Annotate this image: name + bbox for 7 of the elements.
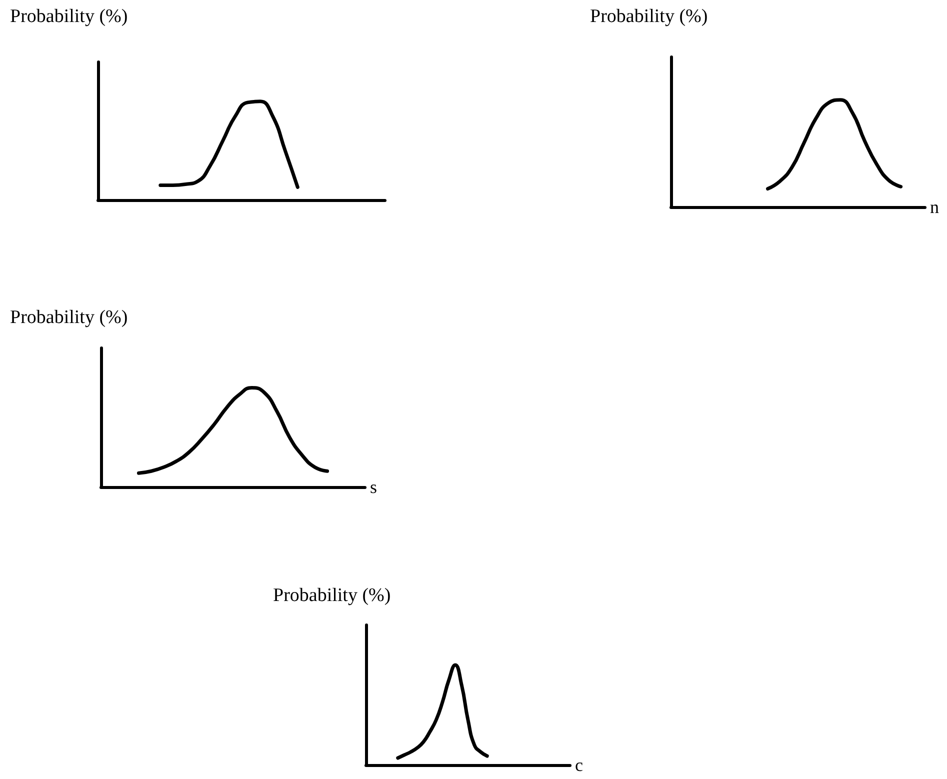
x-axis-title: s — [370, 477, 378, 497]
chart-title: Probability (%) — [590, 6, 708, 27]
chart-title: Probability (%) — [273, 585, 391, 606]
x-axis-title: n — [930, 197, 939, 217]
chart-title: Probability (%) — [10, 307, 128, 328]
chart-title: Probability (%) — [10, 6, 128, 27]
x-axis-title: c — [575, 755, 583, 775]
